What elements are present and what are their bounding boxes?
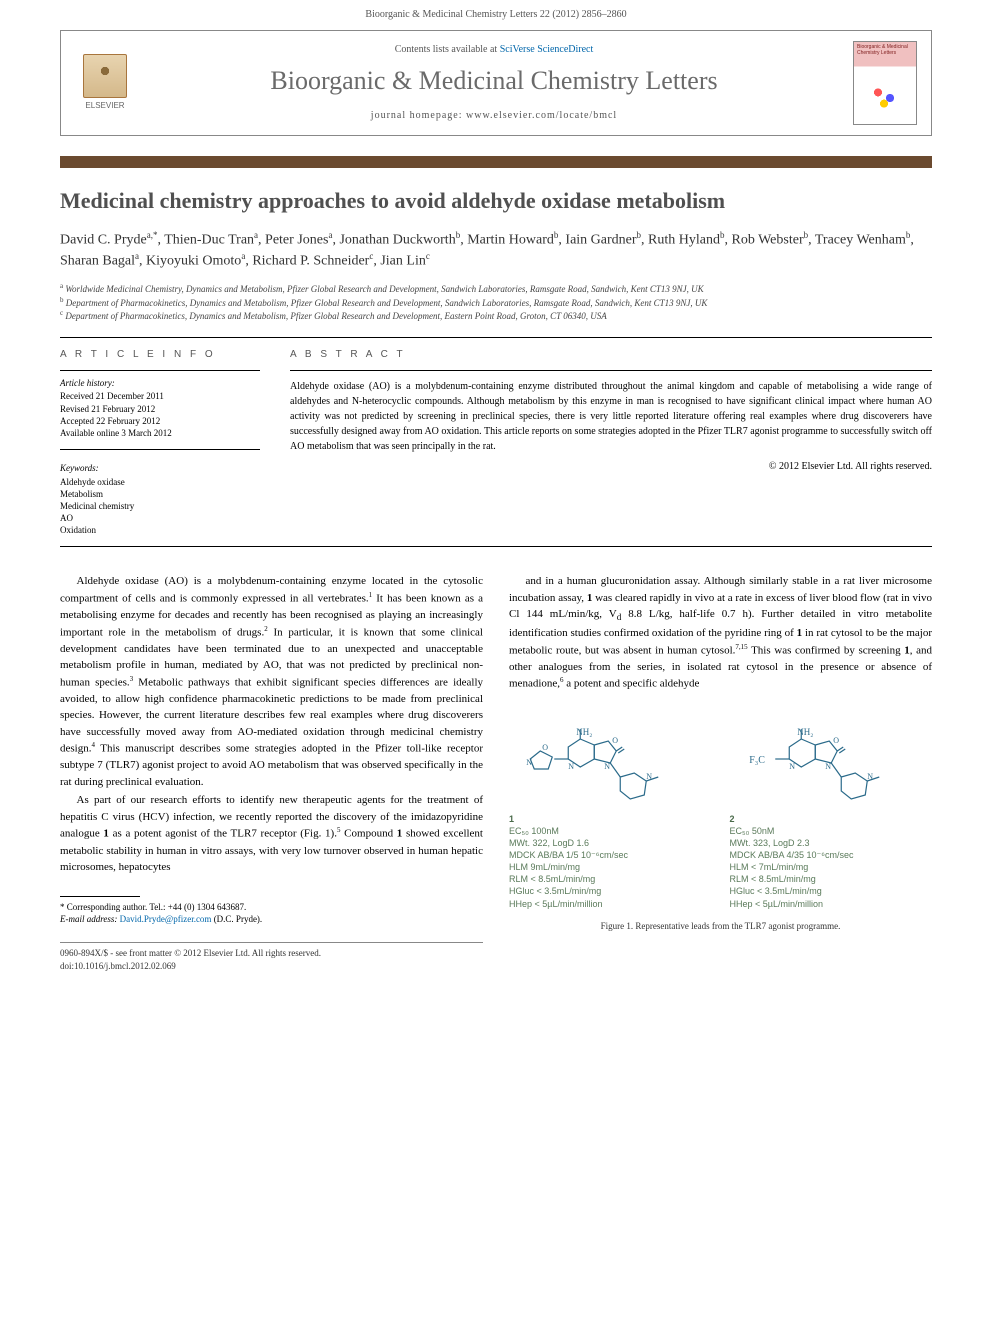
compound-block: NH₂ O N N N O N 1 EC₅₀ 100nM MWt. 322, Lo… bbox=[509, 707, 712, 910]
compound-number: 2 bbox=[730, 814, 735, 824]
article-info-heading: A R T I C L E I N F O bbox=[60, 348, 260, 362]
divider-bar bbox=[60, 156, 932, 168]
body-paragraph: As part of our research efforts to ident… bbox=[60, 792, 483, 875]
keyword-item: Aldehyde oxidase bbox=[60, 476, 260, 488]
sciverse-link[interactable]: SciVerse ScienceDirect bbox=[500, 44, 594, 55]
affiliations: a Worldwide Medicinal Chemistry, Dynamic… bbox=[60, 282, 932, 323]
compound-data-line: MWt. 322, LogD 1.6 bbox=[509, 838, 589, 848]
compound-block: NH₂ O N N N F₃C 2 EC₅₀ 50nM MWt. 323, Log… bbox=[730, 707, 933, 910]
keywords-label: Keywords: bbox=[60, 462, 260, 475]
compound-data-line: MDCK AB/BA 1/5 10⁻⁶cm/sec bbox=[509, 850, 628, 860]
journal-homepage: journal homepage: www.elsevier.com/locat… bbox=[135, 109, 853, 123]
compound-data-line: EC₅₀ 50nM bbox=[730, 826, 775, 836]
compound-data-line: RLM < 8.5mL/min/mg bbox=[509, 874, 595, 884]
svg-text:O: O bbox=[833, 736, 839, 745]
compound-data-line: HLM < 7mL/min/mg bbox=[730, 862, 809, 872]
journal-cover-thumbnail: Bioorganic & Medicinal Chemistry Letters bbox=[853, 41, 917, 125]
keyword-item: Medicinal chemistry bbox=[60, 500, 260, 512]
svg-text:O: O bbox=[542, 743, 548, 752]
history-item: Revised 21 February 2012 bbox=[60, 403, 260, 415]
running-header: Bioorganic & Medicinal Chemistry Letters… bbox=[0, 0, 992, 30]
compound-data-line: HGluc < 3.5mL/min/mg bbox=[509, 886, 601, 896]
elsevier-logo: ELSEVIER bbox=[75, 48, 135, 118]
svg-text:N: N bbox=[789, 762, 795, 771]
compound-number: 1 bbox=[509, 814, 514, 824]
compound-data-line: HHep < 5µL/min/million bbox=[509, 899, 602, 909]
svg-text:N: N bbox=[526, 758, 532, 767]
svg-text:N: N bbox=[568, 762, 574, 771]
abstract-text: Aldehyde oxidase (AO) is a molybdenum-co… bbox=[290, 379, 932, 454]
abstract-heading: A B S T R A C T bbox=[290, 348, 932, 362]
history-label: Article history: bbox=[60, 377, 260, 390]
keyword-item: AO bbox=[60, 512, 260, 524]
compound-data-line: HGluc < 3.5mL/min/mg bbox=[730, 886, 822, 896]
chemical-structure-icon: NH₂ O N N N F₃C bbox=[730, 707, 933, 807]
compound-data-line: EC₅₀ 100nM bbox=[509, 826, 559, 836]
body-paragraph: and in a human glucuronidation assay. Al… bbox=[509, 573, 932, 692]
svg-text:F₃C: F₃C bbox=[749, 755, 765, 766]
compound-data-line: MDCK AB/BA 4/35 10⁻⁶cm/sec bbox=[730, 850, 854, 860]
journal-masthead: ELSEVIER Contents lists available at Sci… bbox=[60, 30, 932, 136]
svg-text:NH₂: NH₂ bbox=[576, 727, 592, 737]
svg-text:NH₂: NH₂ bbox=[797, 727, 813, 737]
compound-data-line: HLM 9mL/min/mg bbox=[509, 862, 580, 872]
figure-1: NH₂ O N N N O N 1 EC₅₀ 100nM MWt. 322, Lo… bbox=[509, 707, 932, 934]
svg-text:N: N bbox=[825, 762, 831, 771]
body-columns: Aldehyde oxidase (AO) is a molybdenum-co… bbox=[60, 573, 932, 973]
history-item: Received 21 December 2011 bbox=[60, 390, 260, 402]
email-link[interactable]: David.Pryde@pfizer.com bbox=[120, 914, 212, 924]
abstract-copyright: © 2012 Elsevier Ltd. All rights reserved… bbox=[290, 460, 932, 474]
compound-data-line: MWt. 323, LogD 2.3 bbox=[730, 838, 810, 848]
keyword-item: Oxidation bbox=[60, 524, 260, 536]
author-list: David C. Prydea,*, Thien-Duc Trana, Pete… bbox=[60, 229, 932, 272]
front-matter-info: 0960-894X/$ - see front matter © 2012 El… bbox=[60, 942, 483, 974]
article-title: Medicinal chemistry approaches to avoid … bbox=[60, 186, 932, 217]
contents-available: Contents lists available at SciVerse Sci… bbox=[135, 43, 853, 57]
chemical-structure-icon: NH₂ O N N N O N bbox=[509, 707, 712, 807]
body-paragraph: Aldehyde oxidase (AO) is a molybdenum-co… bbox=[60, 573, 483, 790]
svg-text:O: O bbox=[612, 736, 618, 745]
elsevier-tree-icon bbox=[83, 54, 127, 98]
compound-data-line: HHep < 5µL/min/million bbox=[730, 899, 823, 909]
right-column: and in a human glucuronidation assay. Al… bbox=[509, 573, 932, 973]
left-column: Aldehyde oxidase (AO) is a molybdenum-co… bbox=[60, 573, 483, 973]
compound-data-line: RLM < 8.5mL/min/mg bbox=[730, 874, 816, 884]
corresponding-author-footnote: * Corresponding author. Tel.: +44 (0) 13… bbox=[60, 901, 483, 926]
history-item: Available online 3 March 2012 bbox=[60, 427, 260, 439]
footnote-rule bbox=[60, 896, 140, 897]
article-meta-block: A R T I C L E I N F O Article history: R… bbox=[60, 337, 932, 547]
svg-text:N: N bbox=[604, 762, 610, 771]
keyword-item: Metabolism bbox=[60, 488, 260, 500]
history-item: Accepted 22 February 2012 bbox=[60, 415, 260, 427]
journal-name: Bioorganic & Medicinal Chemistry Letters bbox=[135, 63, 853, 99]
figure-caption: Figure 1. Representative leads from the … bbox=[509, 920, 932, 934]
